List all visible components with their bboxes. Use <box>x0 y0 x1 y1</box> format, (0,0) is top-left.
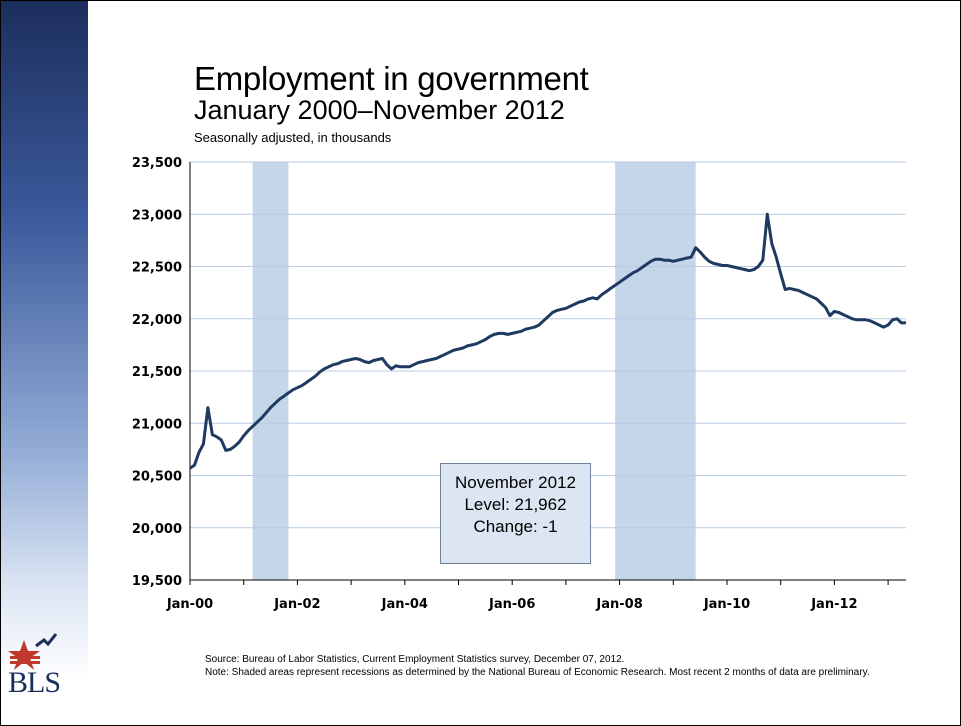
y-tick-label: 23,500 <box>132 156 182 171</box>
latest-value-callout: November 2012 Level: 21,962 Change: -1 <box>440 463 591 564</box>
callout-change: Change: -1 <box>473 517 558 536</box>
y-tick-label: 21,500 <box>132 365 182 380</box>
x-tick-label: Jan-12 <box>810 597 857 612</box>
note-line: Note: Shaded areas represent recessions … <box>205 667 870 678</box>
x-tick-label: Jan-00 <box>166 597 213 612</box>
y-tick-label: 20,000 <box>132 522 182 537</box>
y-tick-label: 23,000 <box>132 208 182 223</box>
source-note: Source: Bureau of Labor Statistics, Curr… <box>205 653 885 679</box>
callout-level: Level: 21,962 <box>464 495 567 514</box>
callout-period: November 2012 <box>455 473 576 492</box>
source-line: Source: Bureau of Labor Statistics, Curr… <box>205 654 625 665</box>
axes <box>189 162 906 585</box>
y-tick-label: 19,500 <box>132 574 182 589</box>
x-tick-labels: Jan-00 Jan-02 Jan-04 Jan-06 Jan-08 Jan-10 Jan-… <box>166 597 858 612</box>
y-tick-label: 21,000 <box>132 417 182 432</box>
y-tick-label: 20,500 <box>132 470 182 485</box>
y-tick-label: 22,000 <box>132 313 182 328</box>
x-tick-label: Jan-10 <box>703 597 750 612</box>
sidebar-gradient <box>0 0 88 726</box>
series-line <box>189 212 907 470</box>
x-tick-label: Jan-06 <box>488 597 535 612</box>
x-tick-label: Jan-02 <box>273 597 320 612</box>
y-tick-labels: 19,500 20,000 20,500 21,000 21,500 22,000 22,5… <box>132 156 182 589</box>
x-tick-label: Jan-08 <box>595 597 642 612</box>
bls-logo-text: BLS <box>8 666 61 699</box>
y-tick-label: 22,500 <box>132 261 182 276</box>
x-tick-label: Jan-04 <box>381 597 428 612</box>
bls-logo-icon <box>8 633 58 670</box>
series-layer <box>189 212 907 470</box>
chart-units-note: Seasonally adjusted, in thousands <box>194 130 392 145</box>
chart-title: Employment in government <box>194 60 589 97</box>
chart-subtitle: January 2000–November 2012 <box>194 95 565 125</box>
